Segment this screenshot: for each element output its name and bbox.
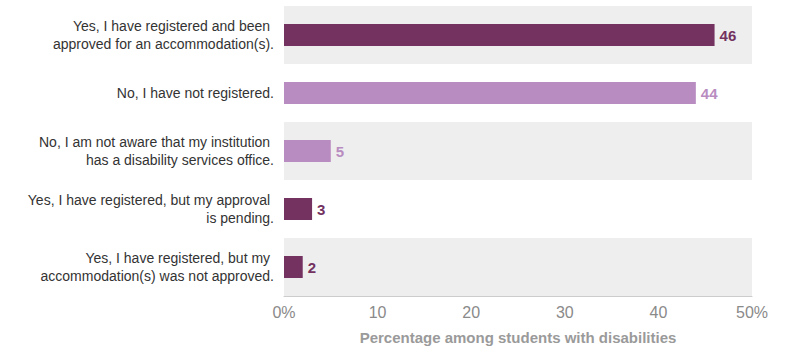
- svg-text:30: 30: [556, 304, 574, 321]
- svg-text:Yes, I have registered, but my: Yes, I have registered, but my approval: [28, 192, 274, 208]
- svg-text:46: 46: [720, 27, 737, 44]
- svg-text:approved for an accommodation(: approved for an accommodation(s).: [53, 36, 274, 52]
- svg-text:No, I have not registered.: No, I have not registered.: [117, 85, 274, 101]
- svg-text:No, I am not aware that my ins: No, I am not aware that my institution: [39, 134, 274, 150]
- svg-text:Yes, I have registered and bee: Yes, I have registered and been: [73, 18, 274, 34]
- svg-text:20: 20: [462, 304, 480, 321]
- svg-text:Percentage among students with: Percentage among students with disabilit…: [360, 329, 677, 346]
- svg-text:10: 10: [369, 304, 387, 321]
- svg-text:5: 5: [336, 143, 344, 160]
- svg-text:0%: 0%: [272, 304, 295, 321]
- svg-text:3: 3: [317, 201, 325, 218]
- svg-text:2: 2: [308, 259, 316, 276]
- svg-text:is pending.: is pending.: [206, 210, 274, 226]
- svg-text:Yes, I have registered, but my: Yes, I have registered, but my: [85, 250, 274, 266]
- svg-text:has a disability services offi: has a disability services office.: [86, 152, 274, 168]
- svg-text:accommodation(s) was not appro: accommodation(s) was not approved.: [41, 268, 274, 284]
- svg-text:44: 44: [701, 85, 718, 102]
- svg-text:40: 40: [650, 304, 668, 321]
- svg-text:50%: 50%: [736, 304, 768, 321]
